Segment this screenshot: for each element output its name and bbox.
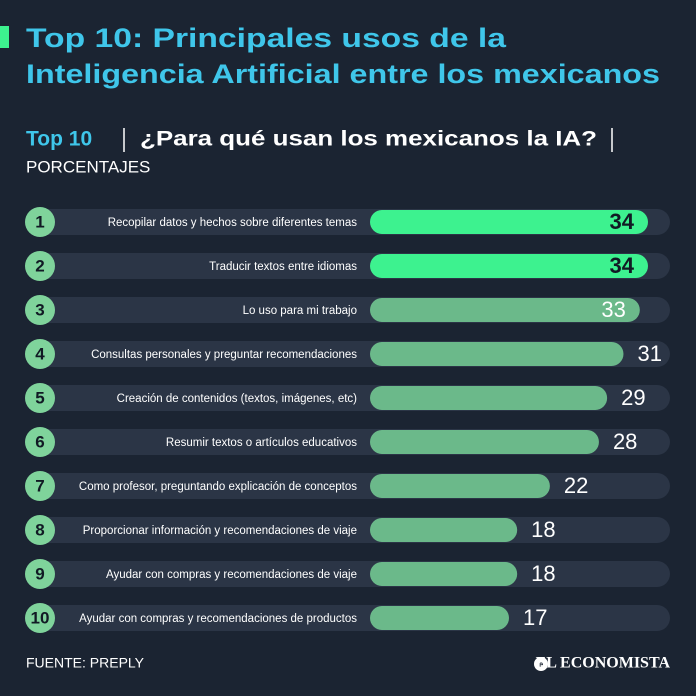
bar [370, 518, 518, 542]
rank-badge [25, 427, 55, 457]
rank-label: 2 [35, 256, 44, 275]
category-label: Traducir textos entre idiomas [209, 261, 357, 273]
bar-track [25, 605, 670, 631]
rank-badge [25, 559, 55, 589]
bar [370, 210, 648, 234]
value-label: 17 [523, 605, 547, 630]
chart-title: Inteligencia Artificial entre los mexica… [26, 59, 660, 89]
bar [370, 562, 518, 586]
bar [370, 474, 550, 498]
rank-label: 10 [31, 608, 50, 627]
rank-label: 7 [35, 476, 44, 495]
value-label: 33 [601, 297, 625, 322]
category-label: Como profesor, preguntando explicación d… [79, 481, 357, 493]
category-label: Resumir textos o artículos educativos [166, 437, 357, 449]
logo-icon [534, 657, 548, 671]
bar [370, 254, 648, 278]
rank-badge [25, 251, 55, 281]
rank-label: 5 [35, 388, 44, 407]
value-label: 31 [637, 341, 661, 366]
rank-label: 3 [35, 300, 44, 319]
rank-label: 8 [35, 520, 44, 539]
value-label: 18 [531, 561, 555, 586]
category-label: Proporcionar información y recomendacion… [83, 525, 357, 537]
rank-label: 9 [35, 564, 44, 583]
subtitle: ¿Para qué usan los mexicanos la IA? [140, 128, 597, 151]
bar [370, 386, 608, 410]
category-label: Consultas personales y preguntar recomen… [91, 349, 357, 361]
bar [370, 606, 509, 630]
value-label: 34 [610, 253, 635, 278]
value-label: 29 [621, 385, 645, 410]
chart-title: Top 10: Principales usos de la [26, 23, 507, 53]
publisher: EL ECONOMISTA [536, 655, 671, 672]
value-label: 18 [531, 517, 555, 542]
rank-label: 4 [35, 344, 45, 363]
rank-badge [25, 207, 55, 237]
title-marker [0, 26, 9, 48]
source: FUENTE: PREPLY [26, 655, 145, 671]
subtitle-lead: Top 10 [26, 128, 92, 151]
category-label: Lo uso para mi trabajo [243, 305, 357, 317]
unit-label: PORCENTAJES [26, 157, 150, 176]
logo-icon-letter: e [539, 659, 544, 670]
bar [370, 342, 624, 366]
rank-badge [25, 339, 55, 369]
category-label: Creación de contenidos (textos, imágenes… [117, 393, 358, 405]
bar [370, 298, 640, 322]
bar [370, 430, 599, 454]
rank-badge [25, 295, 55, 325]
rank-badge [25, 515, 55, 545]
value-label: 28 [613, 429, 637, 454]
rank-label: 6 [35, 432, 44, 451]
rank-label: 1 [35, 212, 44, 231]
value-label: 34 [610, 209, 635, 234]
rank-badge [25, 603, 55, 633]
category-label: Ayudar con compras y recomendaciones de … [79, 613, 357, 625]
rank-badge [25, 383, 55, 413]
value-label: 22 [564, 473, 588, 498]
category-label: Recopilar datos y hechos sobre diferente… [108, 217, 358, 229]
category-label: Ayudar con compras y recomendaciones de … [106, 569, 357, 581]
rank-badge [25, 471, 55, 501]
